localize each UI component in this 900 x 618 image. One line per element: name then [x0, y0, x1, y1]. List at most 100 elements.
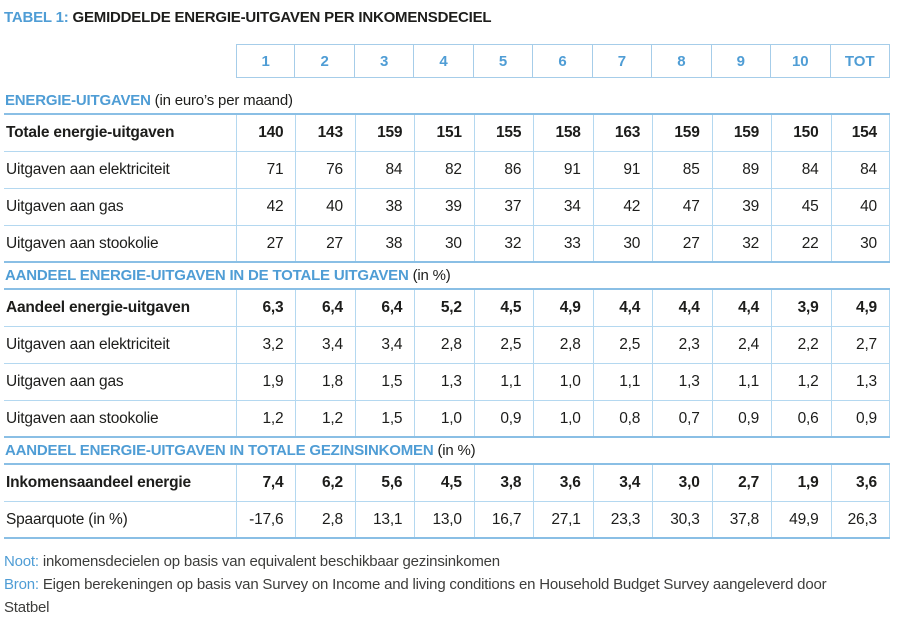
data-cell: 1,2 [236, 401, 295, 436]
data-cell: 1,0 [414, 401, 473, 436]
data-cell: 2,3 [652, 327, 711, 363]
data-cell: 40 [830, 189, 890, 225]
table-title-text: GEMIDDELDE ENERGIE-UITGAVEN PER INKOMENS… [72, 9, 492, 26]
data-cell: 27,1 [533, 502, 592, 537]
section-heading: AANDEEL ENERGIE-UITGAVEN IN DE TOTALE UI… [4, 263, 890, 290]
data-cell: 1,9 [771, 465, 830, 501]
data-cell: 84 [830, 152, 890, 188]
footnote: Noot: inkomensdecielen op basis van equi… [4, 550, 856, 573]
data-cell: 4,9 [830, 290, 890, 326]
data-cell: 0,6 [771, 401, 830, 436]
table-row: Aandeel energie-uitgaven 6,3 6,4 6,4 5,2 4,5 4… [4, 290, 890, 327]
data-cell: 2,5 [473, 327, 533, 363]
data-cell: 2,7 [711, 465, 771, 501]
data-cell: 32 [711, 226, 771, 261]
column-header-row: 1 2 3 4 5 6 7 8 9 10 TOT [4, 44, 890, 78]
data-cell: 155 [473, 115, 533, 151]
footnotes: Noot: inkomensdecielen op basis van equi… [4, 550, 856, 618]
data-cell: 143 [295, 115, 354, 151]
data-cell: 30 [592, 226, 652, 261]
footnote-text: Eigen berekeningen op basis van Survey o… [4, 576, 827, 616]
data-cell: 42 [592, 189, 652, 225]
data-cell: 2,8 [533, 327, 592, 363]
column-header-4: 4 [414, 44, 474, 78]
data-cell: 47 [652, 189, 711, 225]
column-header-9: 9 [711, 44, 772, 78]
data-cell: 30 [414, 226, 473, 261]
data-cell: 26,3 [830, 502, 890, 537]
data-cell: 86 [473, 152, 533, 188]
data-cell: 2,5 [592, 327, 652, 363]
data-cell: 34 [533, 189, 592, 225]
table-row: Uitgaven aan gas 1,9 1,8 1,5 1,3 1,1 1,0 1,1 1,3… [4, 364, 890, 401]
data-cell: 71 [236, 152, 295, 188]
table-row: Uitgaven aan elektriciteit 71 76 84 82 86 91 91… [4, 152, 890, 189]
data-cell: 1,5 [354, 401, 414, 436]
data-cell: 82 [414, 152, 473, 188]
data-cell: 0,7 [652, 401, 711, 436]
data-cell: 6,2 [295, 465, 354, 501]
data-cell: 1,2 [295, 401, 354, 436]
table-row: Inkomensaandeel energie 7,4 6,2 5,6 4,5 3,8 3,… [4, 465, 890, 502]
data-cell: 2,7 [830, 327, 890, 363]
row-label: Uitgaven aan elektriciteit [6, 336, 170, 353]
data-cell: 13,0 [414, 502, 473, 537]
data-cell: 1,0 [533, 401, 592, 436]
table-section-2: AANDEEL ENERGIE-UITGAVEN IN DE TOTALE UI… [4, 263, 890, 438]
data-cell: 33 [533, 226, 592, 261]
data-cell: 3,2 [236, 327, 295, 363]
data-cell: 1,9 [236, 364, 295, 400]
footnote-label: Noot: [4, 553, 39, 570]
data-cell: 39 [414, 189, 473, 225]
data-cell: 42 [236, 189, 295, 225]
section-heading-unit: (in euro’s per maand) [150, 92, 293, 109]
data-cell: 3,6 [830, 465, 890, 501]
data-cell: 2,8 [295, 502, 354, 537]
data-cell: 27 [652, 226, 711, 261]
footnote: Bron: Eigen berekeningen op basis van Su… [4, 573, 856, 618]
data-cell: 76 [295, 152, 354, 188]
data-cell: 2,8 [414, 327, 473, 363]
data-cell: 13,1 [354, 502, 414, 537]
data-cell: 32 [473, 226, 533, 261]
data-cell: 22 [771, 226, 830, 261]
table-row: Totale energie-uitgaven 140 143 159 151 155 15… [4, 115, 890, 152]
data-cell: 27 [295, 226, 354, 261]
footnote-text: inkomensdecielen op basis van equivalent… [42, 553, 500, 570]
row-label: Uitgaven aan gas [6, 198, 124, 215]
data-cell: 154 [830, 115, 890, 151]
data-cell: 3,0 [652, 465, 711, 501]
data-cell: 1,5 [354, 364, 414, 400]
data-cell: 3,8 [473, 465, 533, 501]
data-cell: 163 [592, 115, 652, 151]
table-row: Uitgaven aan stookolie 1,2 1,2 1,5 1,0 0,9 1,0… [4, 401, 890, 438]
data-cell: 38 [354, 226, 414, 261]
data-cell: 0,8 [592, 401, 652, 436]
table-title-prefix: TABEL 1: [4, 9, 69, 26]
data-cell: 1,8 [295, 364, 354, 400]
table-sections: ENERGIE-UITGAVEN (in euro’s per maand) To… [4, 88, 895, 539]
data-cell: 159 [711, 115, 771, 151]
column-header-6: 6 [533, 44, 593, 78]
column-header-8: 8 [652, 44, 712, 78]
data-cell: 40 [295, 189, 354, 225]
row-label: Uitgaven aan stookolie [6, 409, 159, 427]
section-heading-unit: (in %) [433, 442, 476, 459]
section-heading-unit: (in %) [408, 267, 451, 284]
data-cell: 159 [652, 115, 711, 151]
footnote-label: Bron: [4, 576, 39, 593]
data-cell: 23,3 [592, 502, 652, 537]
data-cell: 1,0 [533, 364, 592, 400]
data-cell: 2,4 [711, 327, 771, 363]
data-cell: 140 [236, 115, 295, 151]
column-header-7: 7 [592, 44, 653, 78]
data-cell: 6,3 [236, 290, 295, 326]
data-cell: 6,4 [295, 290, 354, 326]
data-cell: 5,2 [414, 290, 473, 326]
row-label: Inkomensaandeel energie [6, 474, 191, 491]
section-heading: ENERGIE-UITGAVEN (in euro’s per maand) [4, 88, 890, 115]
data-cell: 1,1 [592, 364, 652, 400]
data-cell: 84 [771, 152, 830, 188]
section-heading: AANDEEL ENERGIE-UITGAVEN IN TOTALE GEZIN… [4, 438, 890, 465]
